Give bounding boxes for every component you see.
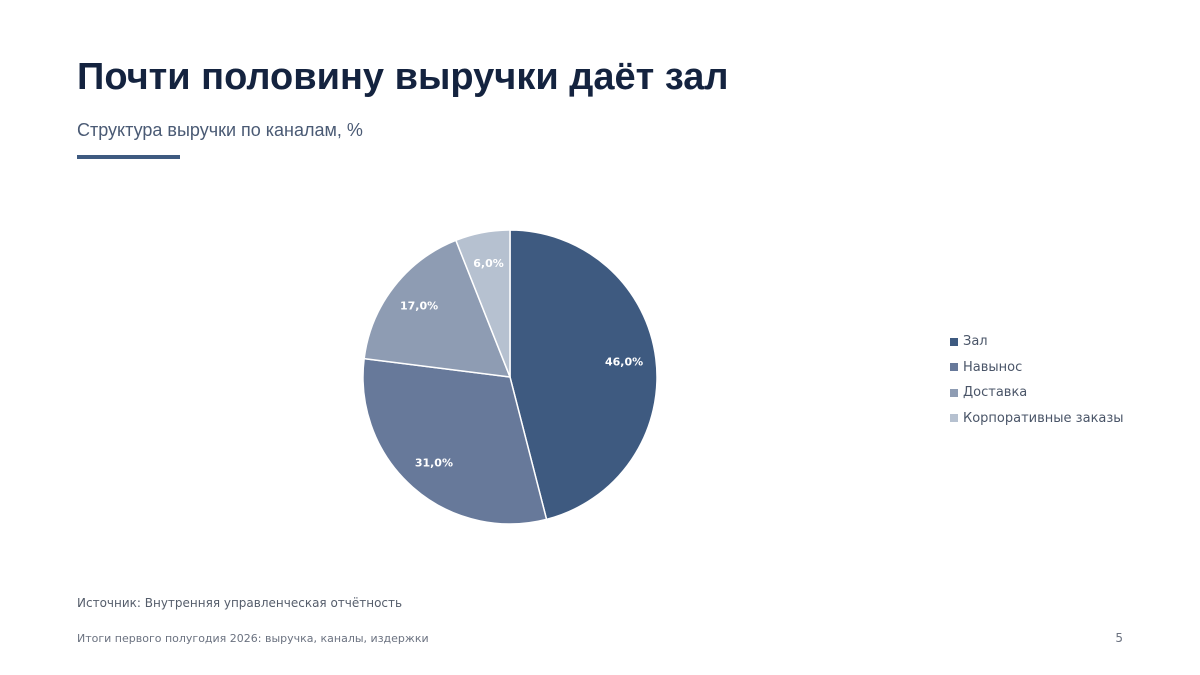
slice-value-label-4: 6,0% bbox=[473, 257, 504, 270]
source-note: Источник: Внутренняя управленческая отчё… bbox=[77, 596, 403, 610]
slice-value-label-2: 31,0% bbox=[415, 456, 453, 469]
legend-swatch-3 bbox=[950, 388, 958, 397]
chart-legend: Зал Навынос Доставка Корпоративные заказы bbox=[950, 329, 1124, 431]
legend-label-1: Зал bbox=[963, 334, 988, 350]
legend-label-2: Навынос bbox=[963, 359, 1023, 375]
legend-item-4: Корпоративные заказы bbox=[950, 406, 1124, 432]
page-number: 5 bbox=[1115, 631, 1123, 645]
slice-value-label-3: 17,0% bbox=[400, 300, 438, 313]
legend-item-3: Доставка bbox=[950, 380, 1124, 406]
legend-label-4: Корпоративные заказы bbox=[963, 410, 1124, 426]
pie-slice-3 bbox=[363, 239, 511, 378]
legend-item-1: Зал bbox=[950, 329, 1124, 355]
pie-slice-4 bbox=[455, 229, 511, 378]
slide-subtitle: Структура выручки по каналам, % bbox=[77, 120, 363, 140]
pie-slice-2 bbox=[362, 357, 548, 525]
slide-footer: Итоги первого полугодия 2026: выручка, к… bbox=[77, 632, 429, 645]
slide-title: Почти половину выручки даёт зал bbox=[77, 56, 729, 98]
legend-item-2: Навынос bbox=[950, 355, 1124, 381]
pie-slice-1 bbox=[509, 229, 658, 521]
title-accent-bar bbox=[77, 155, 180, 159]
legend-swatch-2 bbox=[950, 363, 958, 372]
legend-swatch-1 bbox=[950, 337, 958, 346]
slice-value-label-1: 46,0% bbox=[605, 356, 643, 369]
legend-swatch-4 bbox=[950, 414, 958, 423]
legend-label-3: Доставка bbox=[963, 385, 1028, 401]
